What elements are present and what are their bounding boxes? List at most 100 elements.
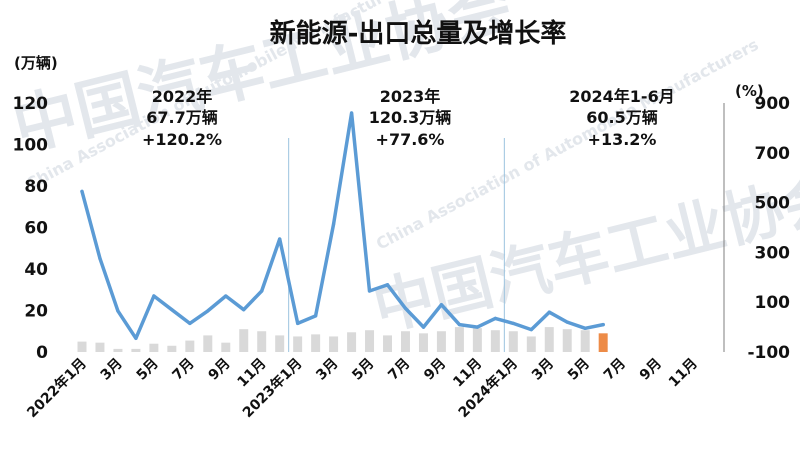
bar-10 [239,329,249,352]
x-tick-label: 9月 [205,356,233,384]
line-point-18 [385,283,390,287]
x-tick-label: 5月 [565,356,593,384]
line-point-28 [565,320,569,324]
x-tick-label: 5月 [349,356,377,384]
annotation-2024-year: 2024年1-6月 [569,87,674,106]
bar-22 [454,327,464,352]
bar-26 [526,336,536,352]
line-point-21 [439,303,444,307]
annotation-2022-growth: +120.2% [142,130,222,149]
line-point-24 [493,316,497,320]
left-tick-label: 40 [24,260,48,280]
x-tick-label: 9月 [421,356,449,384]
bar-29 [580,330,590,352]
line-point-14 [314,314,318,318]
bar-6 [167,345,177,352]
left-tick-label: 100 [13,136,49,156]
left-tick-label: 0 [36,343,48,363]
bar-15 [329,336,339,352]
line-point-12 [278,237,282,241]
bar-20 [418,333,428,352]
right-tick-label: 700 [755,144,791,164]
bar-23 [472,328,482,352]
bar-5 [149,343,159,352]
annotation-2022-volume: 67.7万辆 [146,108,217,127]
right-axis: -100 100 300 500 700 900 [723,94,791,363]
x-tick-label: 7月 [601,356,629,384]
bar-21 [436,331,446,352]
left-tick-label: 20 [24,302,48,322]
bar-2 [95,342,105,352]
bar-28 [562,329,572,352]
bar-4 [131,348,141,352]
annotation-2023-year: 2023年 [380,87,441,106]
line-point-5 [152,294,156,298]
right-tick-label: -100 [747,343,790,363]
line-point-15 [331,222,336,226]
bar-12 [275,335,285,352]
left-axis-unit: (万辆) [14,54,58,72]
line-point-3 [116,309,120,313]
right-tick-label: 500 [755,194,791,214]
annotation-2024-volume: 60.5万辆 [586,108,657,127]
x-tick-label: 7月 [170,356,198,384]
bar-series [77,327,608,352]
x-tick-label: 9月 [637,356,665,384]
left-tick-label: 60 [24,219,48,239]
bar-16 [347,332,357,352]
line-point-4 [134,336,138,340]
bar-27 [544,327,554,352]
bar-11 [257,331,267,352]
annotation-2023-growth: +77.6% [376,130,445,149]
bar-18 [383,335,393,352]
x-tick-label: 2022年1月 [24,355,90,421]
bar-14 [311,334,321,352]
x-tick-label: 11月 [666,356,701,391]
bar-1 [77,341,87,352]
bar-17 [365,330,375,352]
line-point-17 [367,289,372,293]
left-tick-label: 120 [13,94,49,114]
growth-line [80,111,605,341]
annotation-2023-volume: 120.3万辆 [369,108,452,127]
line-point-6 [170,308,174,312]
line-point-26 [529,327,533,332]
line-point-7 [188,321,192,325]
right-tick-label: 300 [755,243,791,263]
annotation-2024-growth: +13.2% [588,130,657,149]
line-point-19 [403,306,408,311]
annotation-2022-year: 2022年 [152,87,213,106]
right-tick-label: 100 [755,293,791,313]
line-point-29 [583,326,587,330]
bar-19 [400,331,410,352]
x-tick-label: 3月 [98,356,126,384]
watermark: 中国汽车工业协会 China Association of Automobile… [6,0,800,345]
line-point-13 [296,321,300,325]
left-tick-label: 80 [24,177,48,197]
line-point-2 [98,257,102,261]
bar-24 [490,330,500,352]
right-tick-label: 900 [755,94,791,114]
annotations: 2022年 67.7万辆 +120.2% 2023年 120.3万辆 +77.6… [142,87,675,149]
line-point-9 [224,294,228,298]
chart-title: 新能源-出口总量及增长率 [270,18,567,49]
line-point-27 [547,310,551,314]
bar-8 [203,335,213,352]
left-axis: 0 20 40 60 80 100 120 [13,94,49,363]
x-tick-label: 7月 [385,356,413,384]
x-tick-label: 3月 [529,356,557,384]
line-point-22 [457,323,462,327]
x-tick-label: 3月 [313,356,341,384]
bar-3 [113,348,123,352]
bar-25 [508,331,518,352]
line-point-20 [421,325,426,329]
line-point-30 [601,323,605,327]
line-point-1 [80,189,84,193]
bar-9 [221,342,231,352]
line-point-25 [511,321,515,325]
line-point-16 [349,111,354,115]
line-point-11 [260,289,264,293]
period-dividers [288,138,505,352]
